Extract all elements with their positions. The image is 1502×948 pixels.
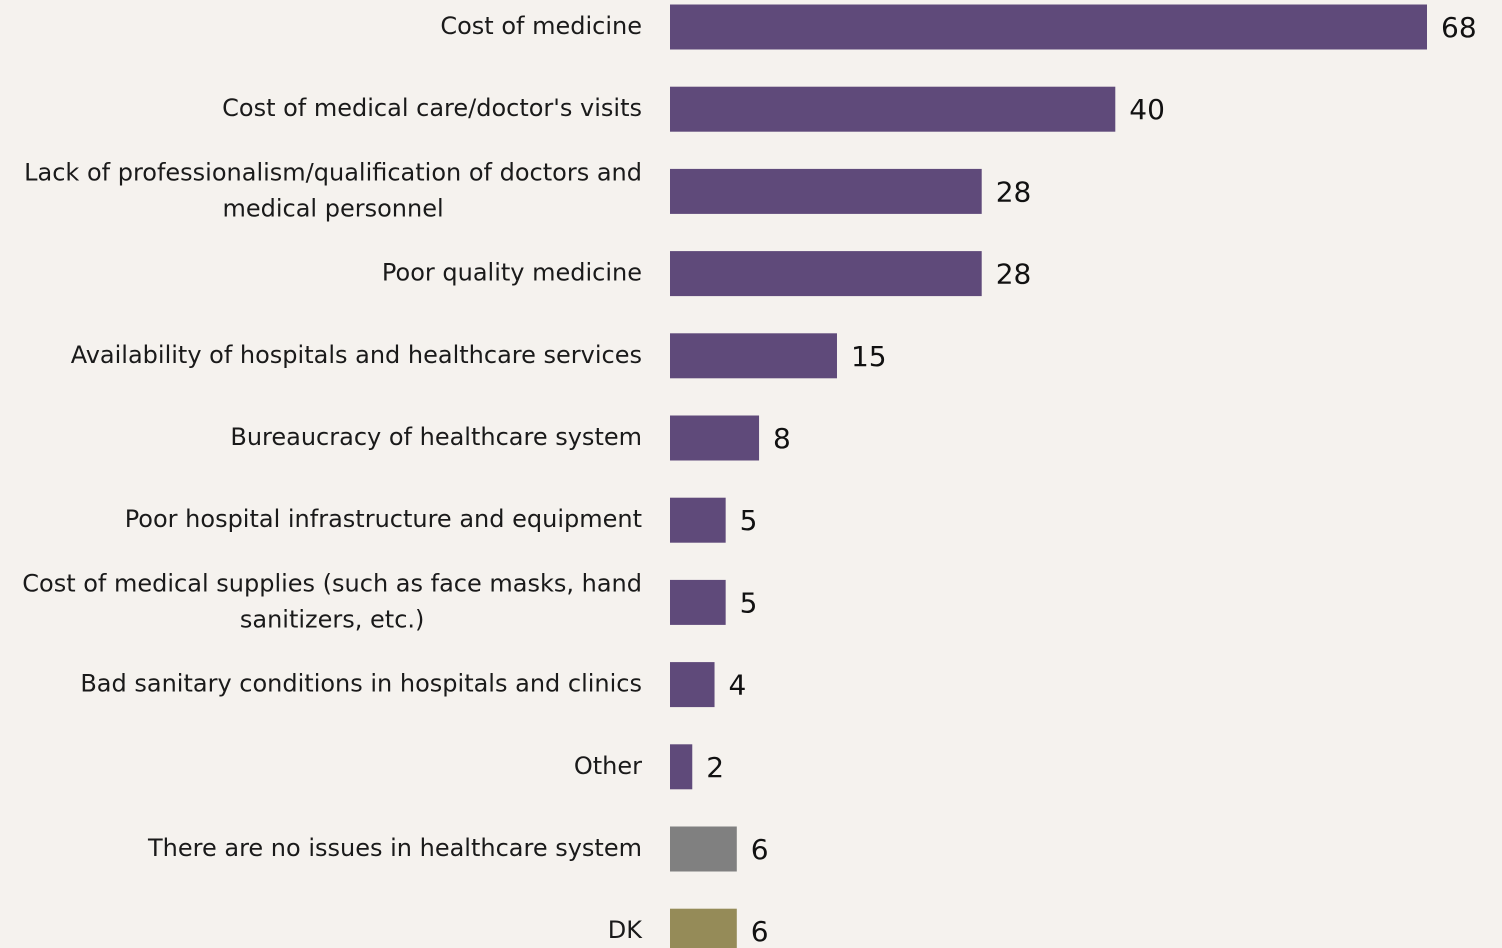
category-label-line: sanitizers, etc.) xyxy=(240,605,425,633)
category-label: Cost of medical care/doctor's visits xyxy=(222,94,642,122)
category-label: Other xyxy=(574,752,642,780)
bar xyxy=(670,4,1427,50)
bar xyxy=(670,908,737,948)
data-label: 6 xyxy=(751,915,769,948)
category-label-line: medical personnel xyxy=(222,194,443,222)
category-label: Poor hospital infrastructure and equipme… xyxy=(125,505,642,533)
bar-row: 8 Bureaucracy of healthcare system xyxy=(230,415,791,461)
bar-row: 4 Bad sanitary conditions in hospitals an… xyxy=(80,662,747,708)
bar xyxy=(670,497,726,543)
category-label: Poor quality medicine xyxy=(382,259,642,287)
bar xyxy=(670,333,837,379)
data-label: 40 xyxy=(1129,93,1165,126)
bar xyxy=(670,662,715,708)
category-label: Bureaucracy of healthcare system xyxy=(230,423,642,451)
bar xyxy=(670,744,693,790)
data-label: 6 xyxy=(751,833,769,866)
category-label: Cost of medical supplies (such as face m… xyxy=(22,569,642,633)
bar-row: 6 DK xyxy=(608,908,769,948)
category-label: Availability of hospitals and healthcare… xyxy=(71,341,642,369)
data-label: 4 xyxy=(729,669,747,702)
bar-row: 28 Poor quality medicine xyxy=(382,251,1032,297)
data-label: 2 xyxy=(706,751,724,784)
bar-row: 5 Poor hospital infrastructure and equipm… xyxy=(125,497,758,543)
bar-row: 28 Lack of professionalism/qualification … xyxy=(24,158,1031,222)
data-label: 5 xyxy=(740,586,758,619)
category-label: Cost of medicine xyxy=(440,12,642,40)
bar-row: 15 Availability of hospitals and healthca… xyxy=(71,333,887,379)
category-label: DK xyxy=(608,916,643,944)
bar-row: 6 There are no issues in healthcare syste… xyxy=(147,826,769,872)
bar xyxy=(670,86,1116,132)
bar-row: 5 Cost of medical supplies (such as face … xyxy=(22,569,757,633)
data-label: 15 xyxy=(851,340,887,373)
bar xyxy=(670,168,982,214)
data-label: 28 xyxy=(996,175,1032,208)
data-label: 28 xyxy=(996,258,1032,291)
category-label-line: Lack of professionalism/qualification of… xyxy=(24,158,642,186)
category-label-line: Cost of medical supplies (such as face m… xyxy=(22,569,642,597)
bar xyxy=(670,415,760,461)
bar-row: 2 Other xyxy=(574,744,724,790)
category-label: There are no issues in healthcare system xyxy=(147,834,642,862)
data-label: 68 xyxy=(1441,11,1477,44)
bar xyxy=(670,251,982,297)
bar-row: 68 Cost of medicine xyxy=(440,4,1477,50)
data-label: 8 xyxy=(773,422,791,455)
bar xyxy=(670,826,737,872)
category-label: Lack of professionalism/qualification of… xyxy=(24,158,642,222)
bar-row: 40 Cost of medical care/doctor's visits xyxy=(222,86,1165,132)
bar xyxy=(670,579,726,625)
category-label: Bad sanitary conditions in hospitals and… xyxy=(80,670,642,698)
data-label: 5 xyxy=(740,504,758,537)
